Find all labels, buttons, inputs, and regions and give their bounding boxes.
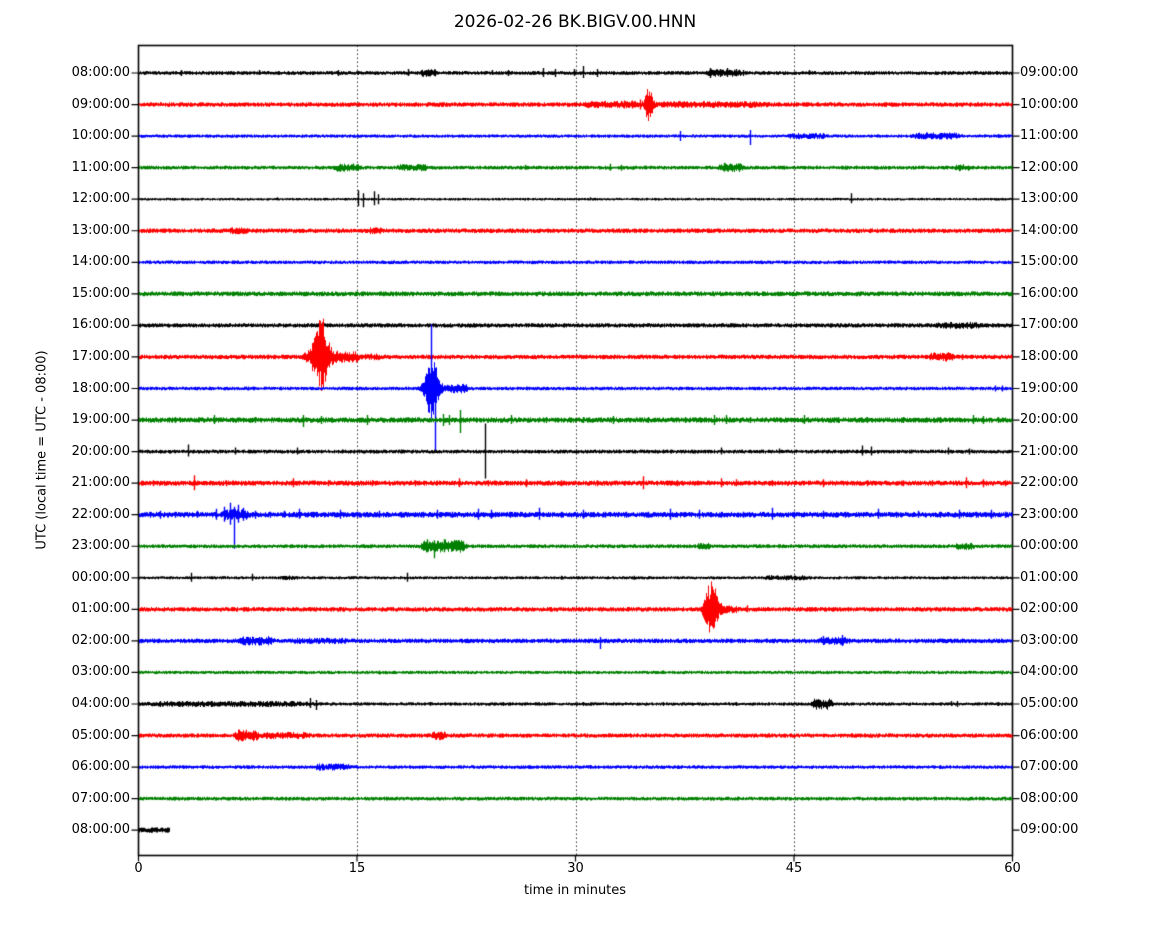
utc-time-label: 21:00:00 — [71, 475, 130, 491]
utc-time-label: 13:00:00 — [71, 222, 130, 238]
utc-time-label: 02:00:00 — [71, 632, 130, 648]
local-time-label: 09:00:00 — [1020, 65, 1079, 80]
local-time-label: 05:00:00 — [1020, 696, 1079, 711]
utc-time-label: 03:00:00 — [71, 664, 130, 680]
local-time-label: 02:00:00 — [1020, 601, 1079, 617]
local-time-label: 18:00:00 — [1020, 348, 1079, 364]
local-time-label: 11:00:00 — [1020, 128, 1079, 144]
utc-time-label: 07:00:00 — [71, 790, 130, 806]
utc-time-label: 01:00:00 — [71, 601, 130, 617]
local-time-label: 04:00:00 — [1020, 664, 1079, 680]
local-time-label: 15:00:00 — [1020, 254, 1079, 270]
utc-time-label: 16:00:00 — [71, 317, 130, 333]
utc-time-label: 17:00:00 — [71, 348, 130, 364]
utc-time-label: 10:00:00 — [71, 128, 130, 144]
x-tick-label: 60 — [1004, 861, 1021, 876]
local-time-label: 12:00:00 — [1020, 159, 1079, 175]
local-time-label: 23:00:00 — [1020, 506, 1079, 522]
local-time-label: 09:00:00 — [1020, 822, 1079, 838]
utc-time-label: 20:00:00 — [71, 443, 130, 459]
local-time-label: 14:00:00 — [1020, 222, 1079, 238]
utc-time-label: 22:00:00 — [71, 506, 130, 522]
utc-time-label: 08:00:00 — [71, 822, 130, 838]
local-time-label: 16:00:00 — [1020, 285, 1079, 301]
local-time-label: 06:00:00 — [1020, 727, 1079, 743]
utc-time-label: 09:00:00 — [71, 96, 130, 112]
x-tick-label: 30 — [567, 861, 584, 876]
x-axis-title: time in minutes — [523, 883, 627, 898]
local-time-label: 00:00:00 — [1020, 538, 1079, 554]
utc-time-label: 05:00:00 — [71, 727, 130, 743]
utc-time-label: 04:00:00 — [71, 696, 130, 711]
local-time-label: 10:00:00 — [1020, 96, 1079, 112]
local-time-label: 20:00:00 — [1020, 412, 1079, 428]
utc-time-label: 19:00:00 — [71, 412, 130, 428]
utc-time-label: 15:00:00 — [71, 285, 130, 301]
utc-time-label: 00:00:00 — [71, 569, 130, 585]
utc-time-label: 14:00:00 — [71, 254, 130, 270]
local-time-label: 07:00:00 — [1020, 759, 1079, 775]
local-time-label: 22:00:00 — [1020, 475, 1079, 491]
utc-time-label: 12:00:00 — [71, 191, 130, 207]
local-time-label: 13:00:00 — [1020, 191, 1079, 207]
utc-time-label: 18:00:00 — [71, 380, 130, 396]
local-time-label: 03:00:00 — [1020, 632, 1079, 648]
utc-time-label: 08:00:00 — [71, 65, 130, 80]
local-time-label: 01:00:00 — [1020, 569, 1079, 585]
y-axis-title: UTC (local time = UTC - 08:00) — [34, 350, 50, 550]
local-time-label: 08:00:00 — [1020, 790, 1079, 806]
utc-time-label: 23:00:00 — [71, 538, 130, 554]
x-tick-label: 0 — [134, 861, 143, 876]
local-time-label: 19:00:00 — [1020, 380, 1079, 396]
local-time-label: 21:00:00 — [1020, 443, 1079, 459]
x-tick-label: 15 — [348, 861, 366, 876]
utc-time-label: 11:00:00 — [71, 159, 130, 175]
local-time-label: 17:00:00 — [1020, 317, 1079, 333]
x-tick-label: 45 — [785, 861, 803, 876]
utc-time-label: 06:00:00 — [71, 759, 130, 775]
